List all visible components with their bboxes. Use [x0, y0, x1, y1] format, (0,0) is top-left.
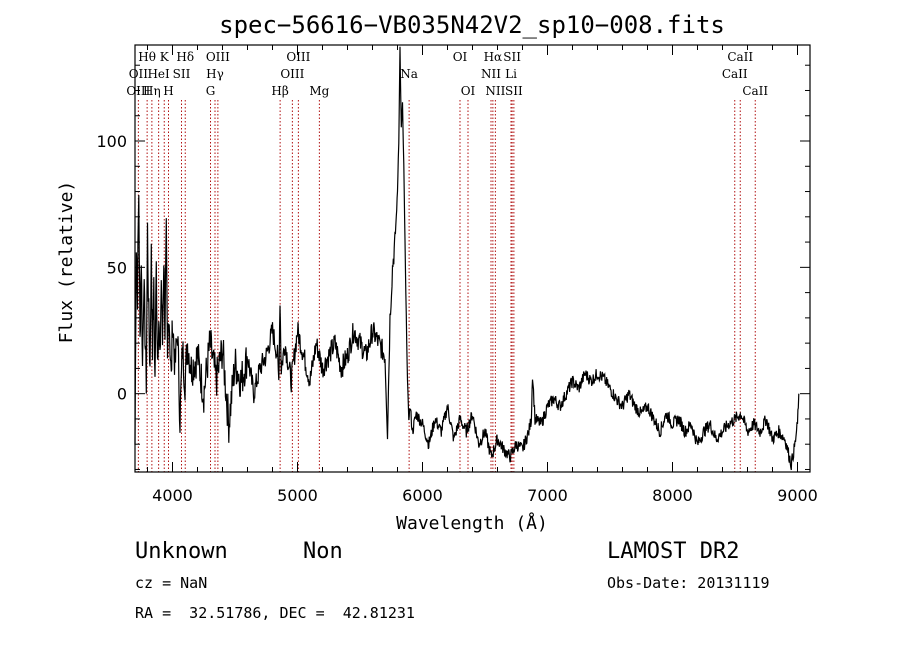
spectral-line-label: HeI [147, 67, 170, 81]
spectral-line-label: Hθ [138, 50, 156, 64]
coordinates: RA = 32.51786, DEC = 42.81231 [135, 604, 415, 622]
x-tick-label: 8000 [652, 486, 693, 505]
spectral-line-label: NII [481, 67, 501, 81]
spectral-line-label: Na [400, 67, 418, 81]
plot-frame [134, 44, 811, 473]
spectral-line-label: Hη [143, 84, 161, 98]
spectral-line-label: Hβ [271, 84, 288, 98]
spectral-line-label: OI [461, 84, 476, 98]
spectral-line-label: Li [505, 67, 517, 81]
y-axis-label: Flux (relative) [56, 181, 77, 344]
spectral-line-label: OIII [286, 50, 310, 64]
spectral-line-label: CaII [722, 67, 748, 81]
spectrum-series [134, 46, 800, 471]
spectral-line-label: SII [173, 67, 191, 81]
spectral-line-label: OII [129, 67, 149, 81]
spectral-line-label: OI [453, 50, 468, 64]
spectral-line-label: CaII [727, 50, 753, 64]
x-tick-label: 9000 [777, 486, 818, 505]
spectral-line-label: SII [503, 50, 521, 64]
obs-date: Obs-Date: 20131119 [607, 574, 770, 592]
y-tick-label: 0 [117, 385, 127, 404]
spectral-line-label: K [160, 50, 170, 64]
x-tick-label: 5000 [277, 486, 318, 505]
spectral-line-label: OIII [206, 50, 230, 64]
object-subclass: Non [303, 539, 343, 564]
spectral-line-label: CaII [742, 84, 768, 98]
spectral-line-label: Hδ [176, 50, 194, 64]
y-tick-label: 50 [107, 258, 127, 277]
spectral-line-label: G [206, 84, 216, 98]
x-axis: 4000 5000 6000 7000 8000 9000 [147, 45, 818, 505]
spectral-line-label: Hα [484, 50, 503, 64]
spectral-line-label: H [163, 84, 173, 98]
spectral-line-label: SII [505, 84, 523, 98]
spectral-line-label: OIII [126, 84, 150, 98]
y-axis: 0 50 100 [96, 64, 810, 470]
x-tick-label: 6000 [402, 486, 443, 505]
spectral-line-label: OIII [280, 67, 304, 81]
y-tick-label: 100 [96, 132, 127, 151]
spectral-line-label: Mg [309, 84, 329, 98]
x-tick-label: 7000 [527, 486, 568, 505]
object-class: Unknown [135, 539, 228, 564]
spectral-line-label: NII [485, 84, 505, 98]
x-tick-label: 4000 [152, 486, 193, 505]
x-axis-label: Wavelength (Å) [396, 512, 548, 534]
survey-name: LAMOST DR2 [607, 539, 740, 564]
chart-title: spec−56616−VB035N42V2_sp10−008.fits [219, 11, 725, 39]
redshift-value: cz = NaN [135, 574, 208, 592]
spectral-line-label: Hγ [206, 67, 224, 81]
